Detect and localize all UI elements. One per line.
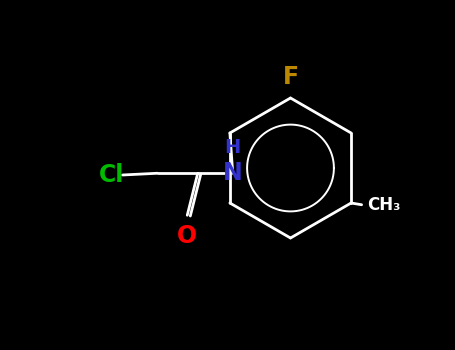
Text: N: N [223, 161, 243, 185]
Text: H: H [225, 139, 241, 158]
Text: Cl: Cl [99, 163, 125, 187]
Text: CH₃: CH₃ [367, 196, 400, 214]
Text: O: O [177, 224, 197, 248]
Text: F: F [283, 65, 298, 89]
